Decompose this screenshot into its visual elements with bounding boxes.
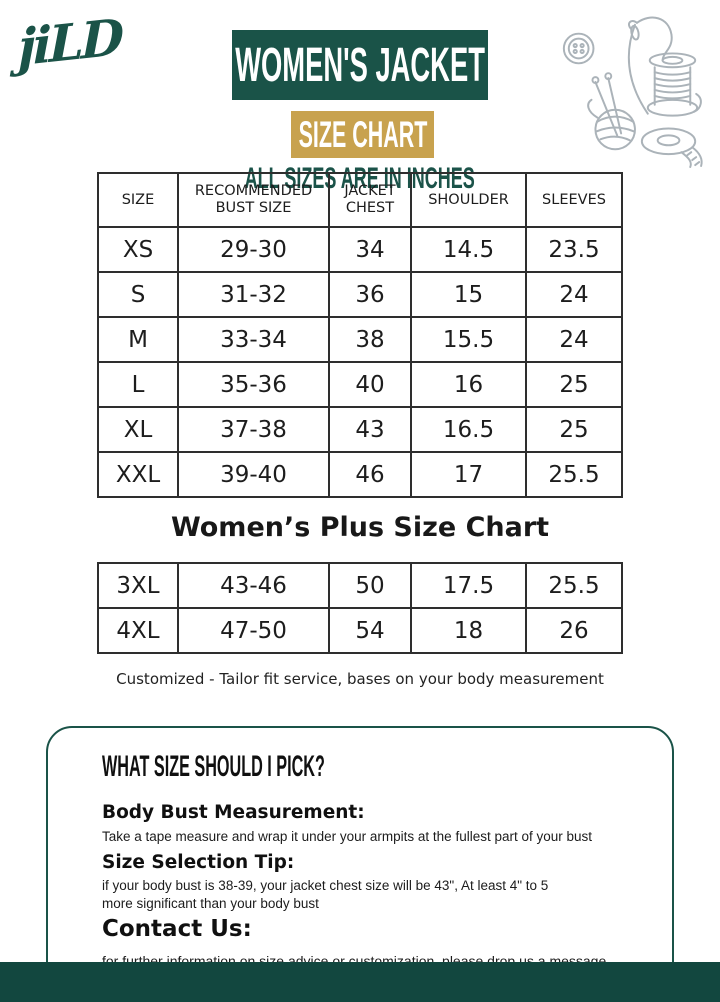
page-subtitle: SIZE CHART [298, 113, 427, 155]
size-tip-text: if your body bust is 38-39, your jacket … [102, 877, 652, 912]
advice-box-title: WHAT SIZE SHOULD I PICK? [102, 750, 325, 783]
table-row: XS 29-30 34 14.5 23.5 [97, 226, 623, 273]
col-sleeves: SLEEVES [525, 172, 623, 228]
yarn-ball-icon [587, 98, 636, 151]
col-chest: JACKET CHEST [328, 172, 412, 228]
customized-note: Customized - Tailor fit service, bases o… [116, 670, 604, 688]
plus-size-heading: Women’s Plus Size Chart [170, 512, 550, 543]
col-shoulder: SHOULDER [410, 172, 527, 228]
table-row: L 35-36 40 16 25 [97, 361, 623, 408]
size-tip-line-2: more significant than your body bust [102, 895, 319, 911]
knitting-pins-icon [591, 72, 623, 137]
size-advice-box: WHAT SIZE SHOULD I PICK? Body Bust Measu… [46, 726, 674, 1002]
measuring-tape-icon [640, 127, 703, 168]
title-banner: WOMEN'S JACKET [232, 30, 488, 100]
header-row: SIZE RECOMMENDED BUST SIZE JACKET CHEST … [97, 172, 623, 228]
size-table-main: SIZE RECOMMENDED BUST SIZE JACKET CHEST … [97, 172, 623, 498]
size-tip-heading: Size Selection Tip: [102, 851, 295, 873]
thread-spool-icon [646, 52, 702, 117]
bust-measurement-text: Take a tape measure and wrap it under yo… [102, 829, 593, 845]
size-tip-line-1: if your body bust is 38-39, your jacket … [102, 878, 549, 894]
table-row: 4XL 47-50 54 18 26 [97, 607, 623, 654]
size-table-plus: 3XL 43-46 50 17.5 25.5 4XL 47-50 54 18 26 [97, 562, 623, 654]
sewing-tools-illustration [562, 16, 703, 168]
table-row: XL 37-38 43 16.5 25 [97, 406, 623, 453]
bust-measurement-heading: Body Bust Measurement: [102, 802, 365, 823]
table-row: XXL 39-40 46 17 25.5 [97, 451, 623, 498]
col-bust: RECOMMENDED BUST SIZE [177, 172, 330, 228]
contact-heading: Contact Us: [102, 916, 252, 943]
col-size: SIZE [97, 172, 179, 228]
table-row: 3XL 43-46 50 17.5 25.5 [97, 562, 623, 609]
brand-logo: jiLD [18, 7, 122, 78]
button-icon [562, 32, 595, 65]
subtitle-banner: SIZE CHART [291, 111, 434, 158]
page-title: WOMEN'S JACKET [235, 38, 485, 92]
table-row: M 33-34 38 15.5 24 [97, 316, 623, 363]
table-row: S 31-32 36 15 24 [97, 271, 623, 318]
footer-band [0, 962, 720, 1002]
